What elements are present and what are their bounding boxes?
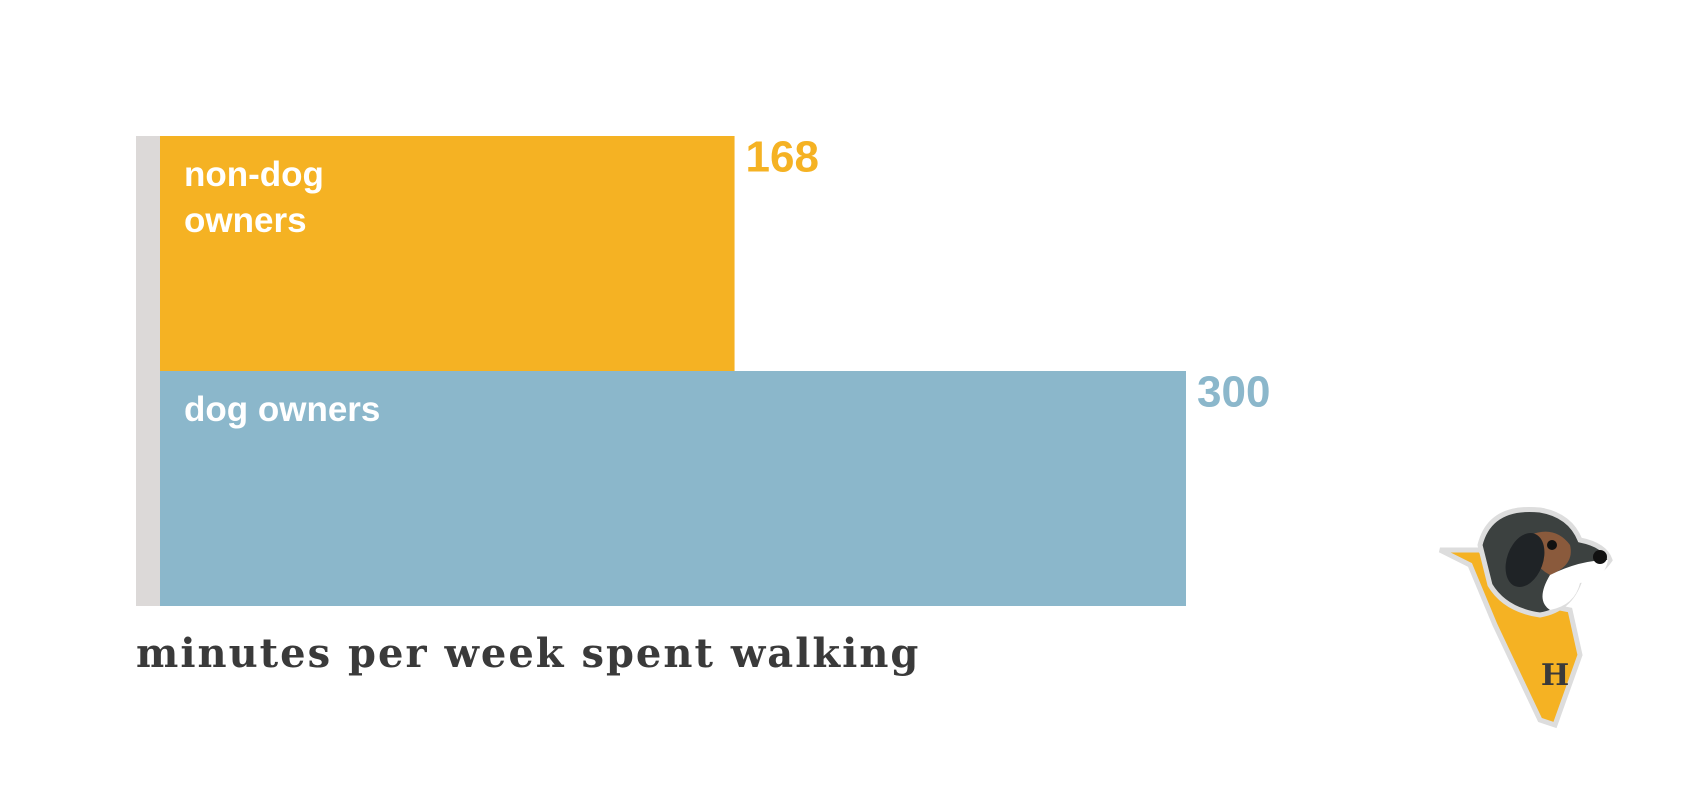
axis-title: minutes per week spent walking xyxy=(136,630,920,677)
category-label-box: dog owners xyxy=(184,390,381,429)
category-label: non-dog owners xyxy=(184,155,324,240)
bar xyxy=(160,371,1186,606)
svg-text:H: H xyxy=(1541,658,1569,693)
category-label: dog owners xyxy=(184,390,381,429)
bar xyxy=(160,136,735,371)
value-label: 300 xyxy=(1197,368,1270,417)
dog-mascot: H xyxy=(1438,506,1613,729)
axis-base xyxy=(136,136,160,606)
category-label-box: non-dog owners xyxy=(184,155,324,240)
value-label: 168 xyxy=(746,133,819,182)
